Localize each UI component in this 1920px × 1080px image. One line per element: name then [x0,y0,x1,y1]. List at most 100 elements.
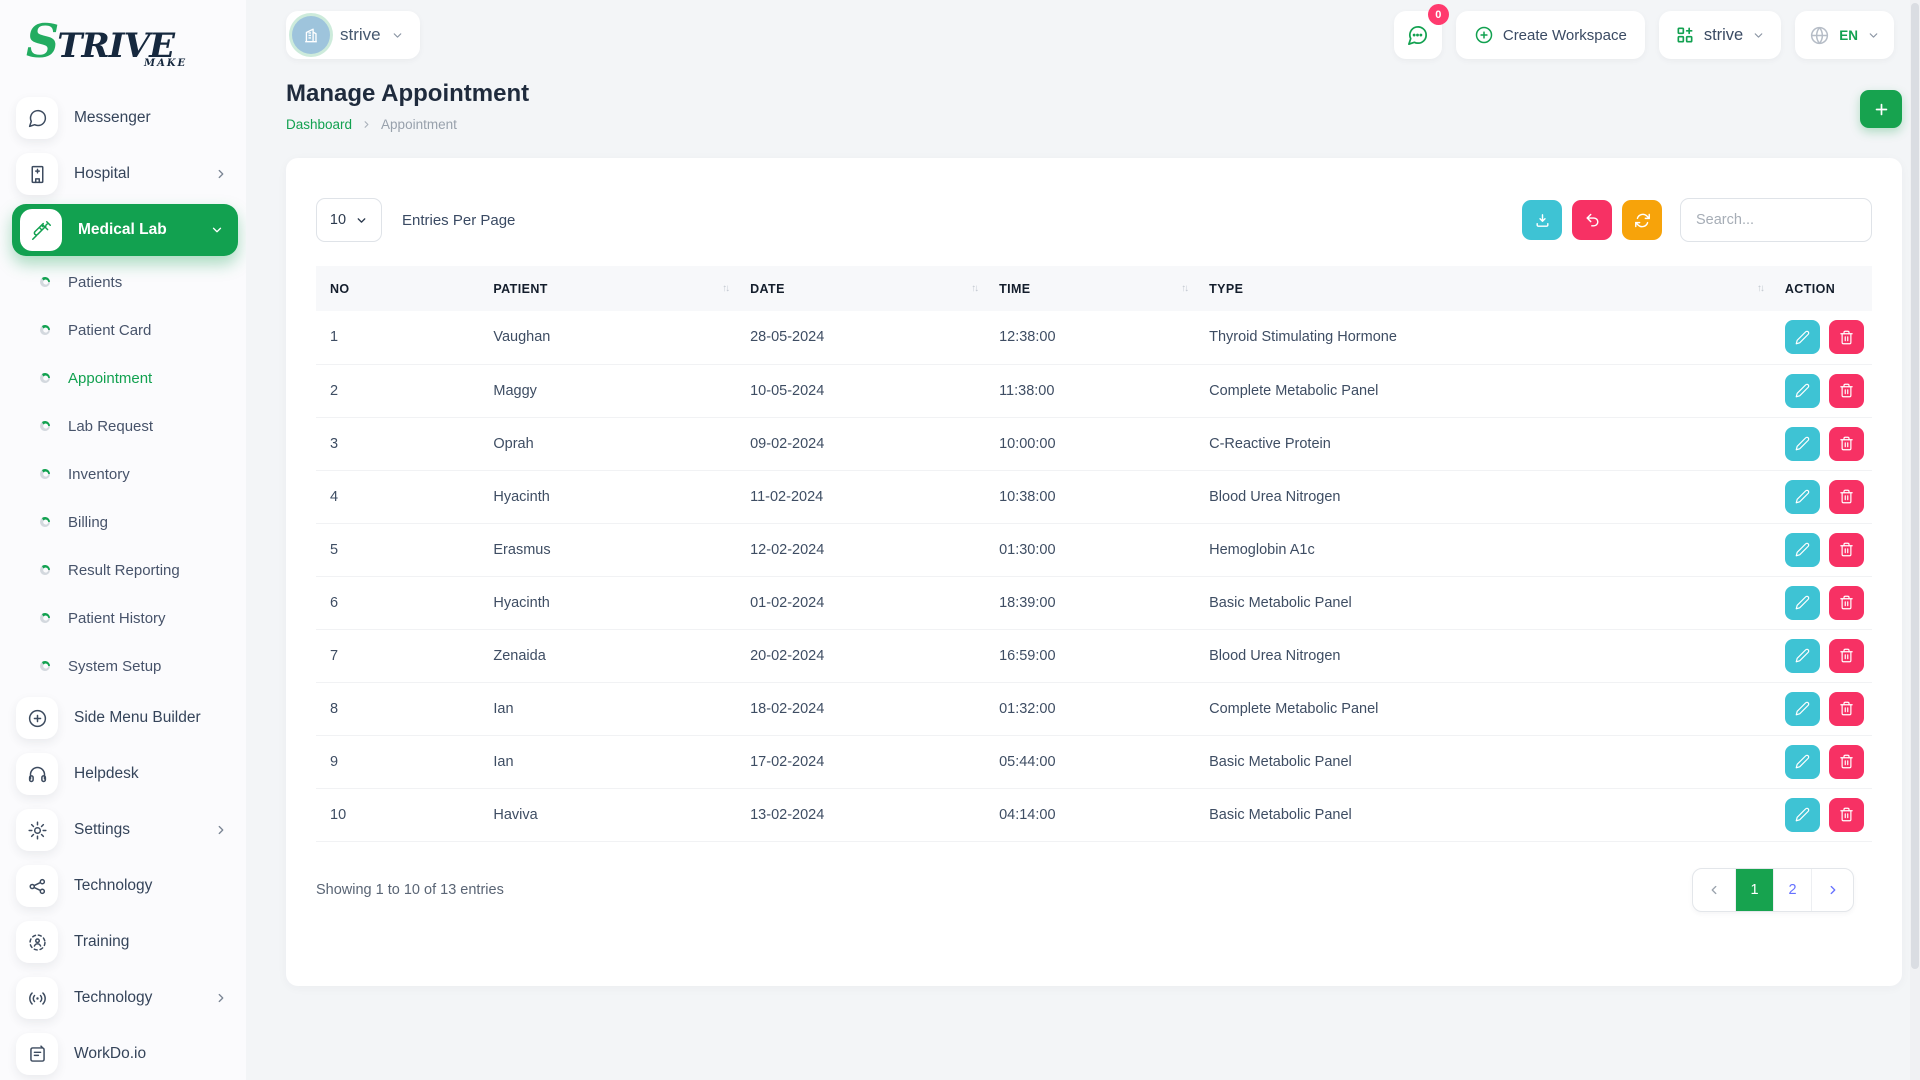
sidebar-item-settings[interactable]: Settings [0,802,246,858]
chevron-down-icon [1867,29,1880,42]
sort-icon[interactable]: ↑↓ [971,283,979,294]
breadcrumb-current: Appointment [381,117,457,132]
cell-date: 17-02-2024 [736,735,986,789]
sidebar-item-messenger[interactable]: Messenger [0,90,246,146]
language-selector[interactable]: EN [1795,11,1894,59]
delete-button[interactable] [1828,532,1864,567]
refresh-button[interactable] [1622,200,1662,240]
workspace-switcher[interactable]: strive [1658,11,1782,59]
sidebar-item-patient-history[interactable]: Patient History [0,594,246,642]
cell-date: 13-02-2024 [736,788,986,842]
chevron-down-icon [210,223,224,237]
edit-button[interactable] [1784,479,1820,514]
sort-icon[interactable]: ↑↓ [722,283,730,294]
column-time[interactable]: TIME ↑↓ [985,266,1196,311]
table-row: 6 Hyacinth 01-02-2024 18:39:00 Basic Met… [316,576,1872,630]
undo-button[interactable] [1572,200,1612,240]
delete-button[interactable] [1828,426,1864,461]
sidebar-item-patient-card[interactable]: Patient Card [0,306,246,354]
cell-time: 16:59:00 [985,629,1196,683]
cell-action [1770,735,1872,789]
column-type[interactable]: TYPE ↑↓ [1195,266,1771,311]
edit-button[interactable] [1784,532,1820,567]
edit-button[interactable] [1784,744,1820,779]
column-patient[interactable]: PATIENT ↑↓ [479,266,737,311]
delete-button[interactable] [1828,320,1864,355]
chevron-right-icon [1826,883,1840,897]
bullet-icon [37,514,53,530]
edit-button[interactable] [1784,426,1820,461]
edit-button[interactable] [1784,320,1820,355]
sidebar-item-training[interactable]: Training [0,914,246,970]
page-header: Manage Appointment Dashboard Appointment [286,80,1902,132]
pencil-icon [1795,542,1810,557]
sidebar-item-billing[interactable]: Billing [0,498,246,546]
cell-action [1770,311,1872,365]
trash-icon [1839,330,1854,345]
sidebar-item-inventory[interactable]: Inventory [0,450,246,498]
delete-button[interactable] [1828,797,1864,832]
sidebar-item-medical-lab[interactable]: Medical Lab [12,204,238,256]
delete-button[interactable] [1828,691,1864,726]
trash-icon [1839,648,1854,663]
delete-button[interactable] [1828,744,1864,779]
chevron-right-icon [361,119,372,130]
add-appointment-button[interactable] [1860,90,1902,128]
cell-patient: Haviva [479,788,737,842]
bullet-icon [37,610,53,626]
export-button[interactable] [1522,200,1562,240]
sidebar-item-technology-2[interactable]: Technology [0,970,246,1026]
bullet-icon [37,370,53,386]
target-icon [16,921,58,963]
delete-button[interactable] [1828,585,1864,620]
pagination-page-2[interactable]: 2 [1773,868,1811,911]
cell-patient: Ian [479,682,737,736]
edit-button[interactable] [1784,585,1820,620]
sidebar-item-hospital[interactable]: Hospital [0,146,246,202]
messenger-button[interactable]: 0 [1393,4,1449,59]
trash-icon [1839,542,1854,557]
sidebar-item-patients[interactable]: Patients [0,258,246,306]
sort-icon[interactable]: ↑↓ [1181,283,1189,294]
pagination-next-button[interactable] [1811,868,1853,911]
sidebar-item-side-menu-builder[interactable]: Side Menu Builder [0,690,246,746]
app-logo[interactable]: STRIVE MAKE [26,14,246,76]
bullet-icon [37,418,53,434]
breadcrumb-dashboard-link[interactable]: Dashboard [286,117,353,132]
scrollbar-thumb[interactable] [1911,3,1919,969]
bullet-icon [37,274,53,290]
trash-icon [1839,489,1854,504]
cell-type: C-Reactive Protein [1195,417,1771,471]
sort-icon[interactable]: ↑↓ [1756,283,1765,294]
chat-icon [1406,24,1429,47]
delete-button[interactable] [1828,479,1864,514]
sidebar-item-lab-request[interactable]: Lab Request [0,402,246,450]
edit-button[interactable] [1784,691,1820,726]
table-row: 1 Vaughan 28-05-2024 12:38:00 Thyroid St… [316,311,1872,365]
search-input[interactable] [1680,198,1872,242]
create-workspace-button[interactable]: Create Workspace [1455,11,1645,59]
sidebar-item-technology[interactable]: Technology [0,858,246,914]
delete-button[interactable] [1828,638,1864,673]
headphones-icon [16,753,58,795]
pagination: 1 2 [1692,867,1854,912]
pagination-page-1[interactable]: 1 [1735,868,1773,911]
sidebar-item-workdo[interactable]: WorkDo.io [0,1026,246,1080]
sidebar-item-system-setup[interactable]: System Setup [0,642,246,690]
delete-button[interactable] [1828,373,1864,408]
sidebar-item-helpdesk[interactable]: Helpdesk [0,746,246,802]
gear-icon [16,809,58,851]
sidebar-item-appointment[interactable]: Appointment [0,354,246,402]
table-row: 8 Ian 18-02-2024 01:32:00 Complete Metab… [316,682,1872,736]
edit-button[interactable] [1784,638,1820,673]
download-icon [1534,212,1551,229]
edit-button[interactable] [1784,373,1820,408]
pencil-icon [1795,383,1810,398]
logo-letter: S [26,14,59,68]
sidebar-item-result-reporting[interactable]: Result Reporting [0,546,246,594]
pagination-prev-button[interactable] [1693,869,1735,911]
workspace-selector[interactable]: strive [286,11,420,59]
column-date[interactable]: DATE ↑↓ [736,266,986,311]
edit-button[interactable] [1784,797,1820,832]
entries-per-page-select[interactable]: 10 [316,198,382,242]
